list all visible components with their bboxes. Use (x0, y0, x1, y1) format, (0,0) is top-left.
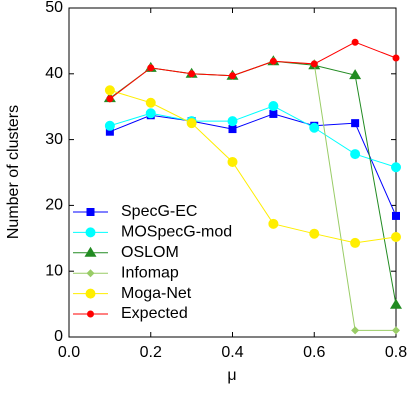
marker (392, 326, 400, 335)
marker (268, 218, 279, 229)
marker (309, 122, 320, 133)
y-axis-label: Number of clusters (5, 105, 22, 239)
marker (390, 298, 402, 309)
marker (350, 149, 361, 160)
plot-frame (68, 7, 397, 338)
marker (229, 72, 236, 80)
marker (269, 109, 278, 118)
marker (104, 85, 115, 96)
marker (269, 57, 277, 65)
marker (310, 60, 318, 68)
marker (145, 108, 156, 119)
legend-label: SpecG-EC (121, 203, 197, 220)
x-axis-label: μ (227, 367, 236, 384)
series-line (109, 41, 397, 100)
marker (351, 38, 359, 46)
marker (351, 119, 360, 128)
series-line (109, 89, 397, 244)
marker (186, 118, 197, 129)
y-tick-label: 20 (45, 197, 63, 214)
y-tick-label: 40 (45, 65, 63, 82)
x-tick-label: 0.2 (140, 344, 162, 361)
y-tick-label: 0 (54, 328, 63, 345)
legend-label: Moga-Net (121, 285, 192, 302)
marker (105, 127, 114, 136)
legend-label: OSLOM (121, 244, 179, 261)
legend-label: Infomap (121, 264, 179, 281)
marker (86, 208, 95, 216)
marker (391, 162, 401, 173)
marker (84, 246, 97, 257)
marker (106, 95, 114, 103)
marker (188, 70, 196, 78)
y-tick-label: 10 (45, 262, 63, 279)
x-tick-label: 0.0 (58, 344, 80, 361)
y-tick-label: 50 (45, 0, 63, 16)
series-line (109, 105, 397, 168)
legend-label: MOSpecG-mod (121, 224, 232, 241)
marker (309, 228, 320, 239)
marker (86, 269, 95, 278)
y-tick-label: 30 (45, 131, 63, 148)
x-tick-label: 0.8 (385, 344, 407, 361)
marker (349, 69, 362, 80)
marker (147, 64, 155, 72)
marker (227, 116, 238, 127)
marker (392, 211, 400, 220)
marker (227, 156, 238, 167)
marker (87, 310, 94, 318)
marker (268, 101, 279, 112)
marker (145, 97, 156, 108)
marker (85, 227, 96, 238)
marker (392, 54, 400, 62)
x-tick-label: 0.6 (303, 344, 325, 361)
marker (391, 231, 401, 242)
marker (351, 326, 360, 335)
legend-label: Expected (121, 305, 188, 322)
x-tick-label: 0.4 (221, 344, 243, 361)
series-line (109, 113, 397, 217)
marker (350, 237, 361, 248)
marker (85, 288, 96, 299)
marker (104, 120, 115, 131)
marker (228, 125, 237, 134)
